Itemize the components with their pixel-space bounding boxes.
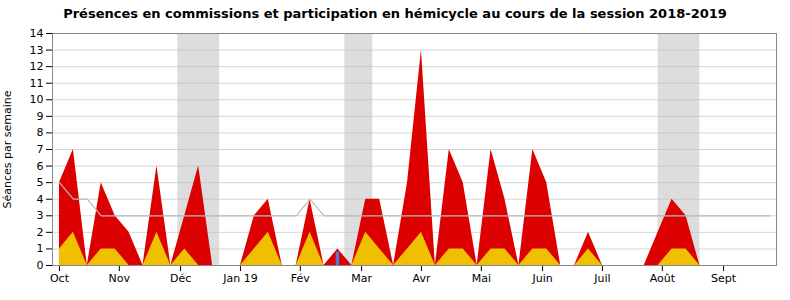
svg-text:2: 2 <box>37 226 44 239</box>
svg-text:Juin: Juin <box>531 272 552 285</box>
svg-text:Jan 19: Jan 19 <box>222 272 257 285</box>
svg-text:Séances par semaine: Séances par semaine <box>1 90 14 208</box>
svg-text:5: 5 <box>37 176 44 189</box>
svg-text:6: 6 <box>37 160 44 173</box>
svg-text:Fév: Fév <box>291 272 310 285</box>
svg-text:Déc: Déc <box>170 272 191 285</box>
svg-text:Août: Août <box>650 272 676 285</box>
svg-text:0: 0 <box>37 259 44 272</box>
html-text:Présences en commissions et pa: Présences en commissions et participatio… <box>63 6 727 21</box>
svg-text:Mar: Mar <box>351 272 372 285</box>
svg-text:3: 3 <box>37 209 44 222</box>
svg-text:Nov: Nov <box>109 272 131 285</box>
svg-text:11: 11 <box>30 77 44 90</box>
svg-text:14: 14 <box>30 27 44 40</box>
svg-text:Oct: Oct <box>50 272 70 285</box>
svg-text:13: 13 <box>30 44 44 57</box>
svg-text:9: 9 <box>37 110 44 123</box>
svg-text:8: 8 <box>37 126 44 139</box>
svg-text:7: 7 <box>37 143 44 156</box>
svg-text:1: 1 <box>37 242 44 255</box>
svg-text:10: 10 <box>30 93 44 106</box>
svg-text:4: 4 <box>37 193 44 206</box>
svg-text:12: 12 <box>30 60 44 73</box>
svg-text:Avr: Avr <box>413 272 431 285</box>
svg-text:Sept: Sept <box>711 272 737 285</box>
svg-text:Juil: Juil <box>593 272 610 285</box>
svg-text:Mai: Mai <box>472 272 491 285</box>
